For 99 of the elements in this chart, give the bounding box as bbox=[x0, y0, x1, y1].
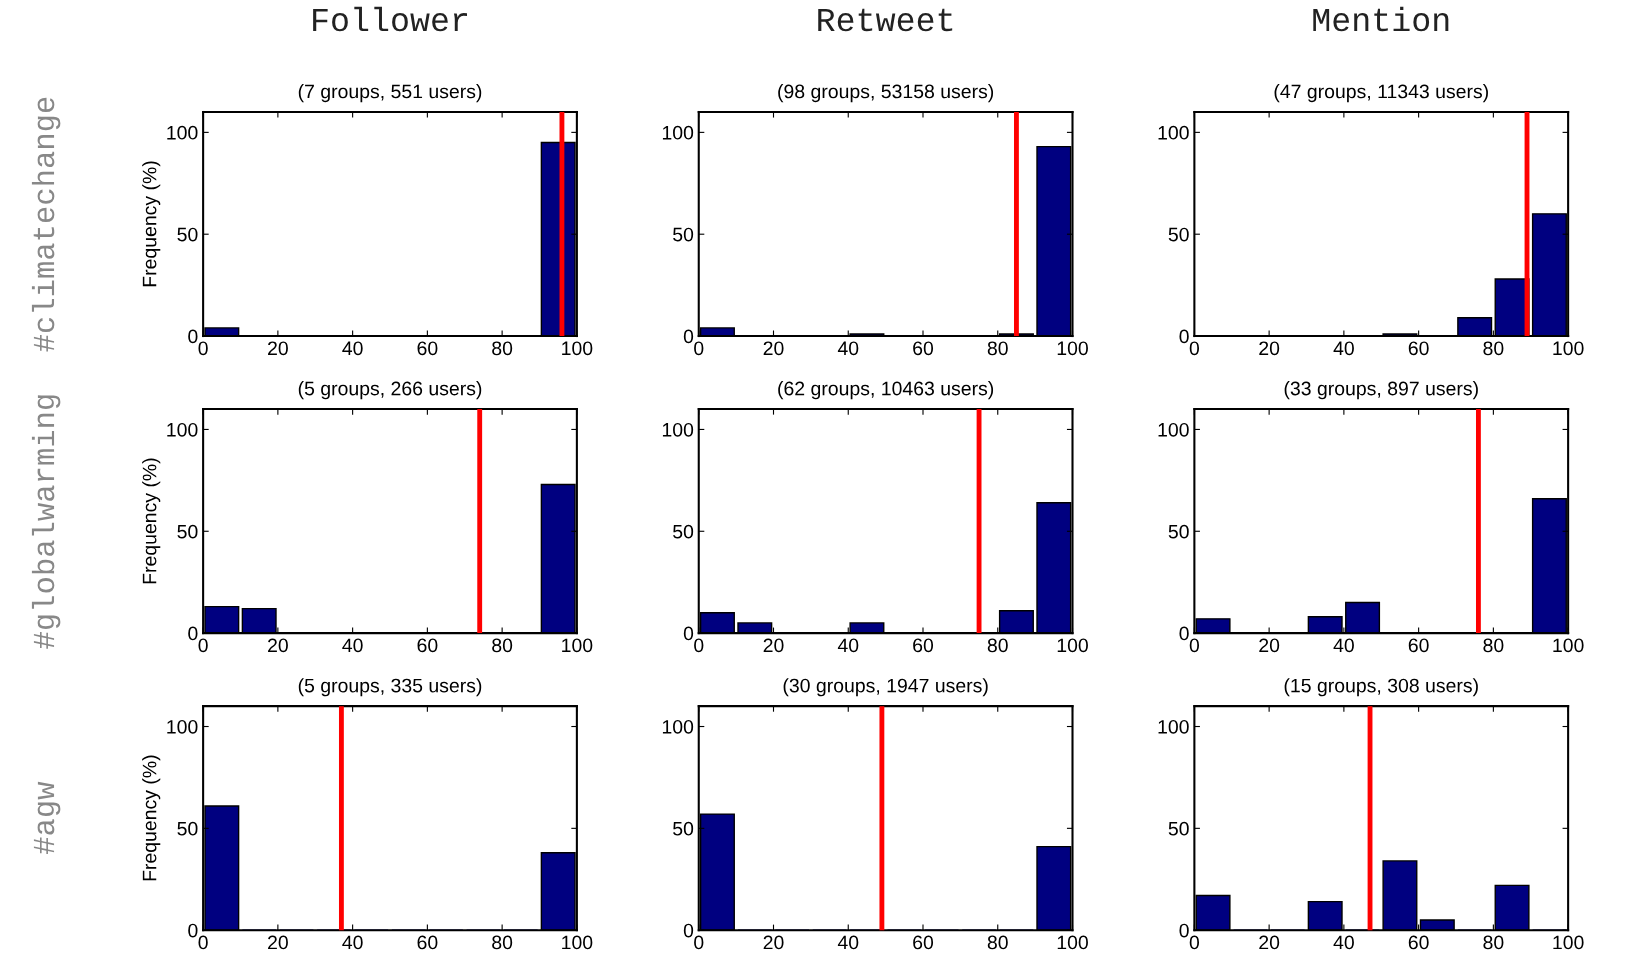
text: #agw bbox=[33, 781, 61, 855]
x-tick-label: 80 bbox=[1483, 935, 1504, 950]
y-tick-label: 100 bbox=[662, 719, 694, 734]
x-tick-label: 20 bbox=[268, 341, 288, 356]
x-tick-label: 80 bbox=[492, 935, 513, 950]
y-tick-label: 50 bbox=[673, 524, 694, 539]
x-tick-label: 60 bbox=[1408, 935, 1429, 950]
x-tick-label: 60 bbox=[913, 341, 934, 356]
y-tick-label: 50 bbox=[1168, 821, 1189, 836]
chart-subtitle: (7 groups, 551 users) bbox=[298, 84, 482, 103]
x-tick-label: 100 bbox=[562, 341, 593, 356]
x-tick-label: 100 bbox=[1553, 638, 1584, 653]
chart-title: Retweet bbox=[818, 8, 953, 32]
y-tick-label: 100 bbox=[1158, 125, 1189, 140]
x-tick-label: 80 bbox=[492, 341, 513, 356]
y-tick-label: 50 bbox=[177, 821, 198, 836]
y-tick-label: 0 bbox=[188, 329, 198, 344]
y-tick-label: 100 bbox=[167, 719, 198, 734]
x-tick-label: 40 bbox=[837, 935, 859, 950]
chart-subtitle: (62 groups, 10463 users) bbox=[778, 381, 994, 400]
x-tick-label: 60 bbox=[417, 935, 438, 950]
x-tick-label: 40 bbox=[1333, 935, 1354, 950]
x-tick-label: 0 bbox=[1189, 341, 1200, 356]
x-tick-label: 40 bbox=[1333, 638, 1354, 653]
y-tick-label: 50 bbox=[673, 821, 694, 836]
chart-subtitle: (98 groups, 53158 users) bbox=[778, 84, 994, 103]
y-tick-label: 100 bbox=[662, 422, 694, 437]
y-axis-title: Frequency (%) bbox=[142, 458, 161, 584]
x-tick-label: 20 bbox=[1259, 638, 1280, 653]
y-tick-label: 50 bbox=[1168, 524, 1189, 539]
x-tick-label: 0 bbox=[1189, 638, 1200, 653]
y-tick-label: 50 bbox=[673, 227, 694, 242]
x-tick-label: 100 bbox=[1553, 935, 1584, 950]
x-tick-label: 40 bbox=[1333, 341, 1354, 356]
x-tick-label: 60 bbox=[1408, 341, 1429, 356]
y-tick-label: 100 bbox=[662, 125, 694, 140]
x-tick-label: 40 bbox=[342, 341, 363, 356]
y-tick-label: 0 bbox=[1179, 923, 1189, 938]
y-axis-title: Frequency (%) bbox=[142, 755, 161, 881]
y-tick-label: 50 bbox=[177, 524, 198, 539]
x-tick-label: 0 bbox=[198, 935, 208, 950]
x-tick-label: 20 bbox=[763, 638, 784, 653]
chart-subtitle: (33 groups, 897 users) bbox=[1284, 381, 1478, 400]
x-tick-label: 100 bbox=[1057, 935, 1088, 950]
x-tick-label: 80 bbox=[1483, 638, 1504, 653]
x-tick-label: 20 bbox=[268, 935, 288, 950]
x-tick-label: 0 bbox=[694, 341, 704, 356]
y-tick-label: 0 bbox=[683, 626, 694, 641]
x-tick-label: 20 bbox=[763, 341, 784, 356]
x-tick-label: 0 bbox=[1189, 935, 1200, 950]
x-tick-label: 60 bbox=[1408, 638, 1429, 653]
chart-subtitle: (15 groups, 308 users) bbox=[1284, 678, 1478, 697]
x-tick-label: 100 bbox=[1057, 341, 1088, 356]
x-tick-label: 100 bbox=[562, 638, 593, 653]
x-tick-label: 100 bbox=[562, 935, 593, 950]
y-tick-label: 100 bbox=[167, 422, 198, 437]
x-tick-label: 80 bbox=[987, 638, 1008, 653]
x-tick-label: 0 bbox=[198, 638, 208, 653]
x-tick-label: 0 bbox=[198, 341, 208, 356]
chart-subtitle: (30 groups, 1947 users) bbox=[783, 678, 988, 697]
chart-subtitle: (5 groups, 335 users) bbox=[298, 678, 482, 697]
text: #globalwarming bbox=[31, 395, 61, 649]
x-tick-label: 60 bbox=[417, 341, 438, 356]
y-tick-label: 0 bbox=[1179, 329, 1189, 344]
x-tick-label: 20 bbox=[1259, 935, 1280, 950]
x-tick-label: 60 bbox=[913, 935, 934, 950]
y-tick-label: 0 bbox=[683, 923, 694, 938]
x-tick-label: 20 bbox=[1259, 341, 1280, 356]
x-tick-label: 100 bbox=[1057, 638, 1088, 653]
y-tick-label: 100 bbox=[167, 125, 198, 140]
chart-subtitle: (5 groups, 266 users) bbox=[298, 381, 482, 400]
x-tick-label: 40 bbox=[837, 638, 859, 653]
x-tick-label: 60 bbox=[417, 638, 438, 653]
x-tick-label: 0 bbox=[694, 638, 704, 653]
y-tick-label: 0 bbox=[1179, 626, 1189, 641]
y-tick-label: 0 bbox=[188, 626, 198, 641]
x-tick-label: 20 bbox=[763, 935, 784, 950]
y-tick-label: 0 bbox=[188, 923, 198, 938]
x-tick-label: 20 bbox=[268, 638, 288, 653]
chart-title: Follower bbox=[313, 6, 468, 32]
x-tick-label: 80 bbox=[1483, 341, 1504, 356]
y-tick-label: 0 bbox=[683, 329, 694, 344]
text: #climatechange bbox=[31, 97, 61, 352]
x-tick-label: 40 bbox=[342, 638, 363, 653]
y-tick-label: 100 bbox=[1158, 422, 1189, 437]
y-tick-label: 50 bbox=[177, 227, 198, 242]
x-tick-label: 80 bbox=[492, 638, 513, 653]
x-tick-label: 80 bbox=[987, 341, 1008, 356]
x-tick-label: 0 bbox=[694, 935, 704, 950]
chart-title: Mention bbox=[1313, 6, 1449, 32]
chart-subtitle: (47 groups, 11343 users) bbox=[1274, 84, 1488, 103]
x-tick-label: 80 bbox=[987, 935, 1008, 950]
y-tick-label: 100 bbox=[1158, 719, 1189, 734]
x-tick-label: 100 bbox=[1553, 341, 1584, 356]
x-tick-label: 40 bbox=[342, 935, 363, 950]
y-tick-label: 50 bbox=[1168, 227, 1189, 242]
x-tick-label: 60 bbox=[913, 638, 934, 653]
x-tick-label: 40 bbox=[837, 341, 859, 356]
y-axis-title: Frequency (%) bbox=[142, 161, 161, 287]
